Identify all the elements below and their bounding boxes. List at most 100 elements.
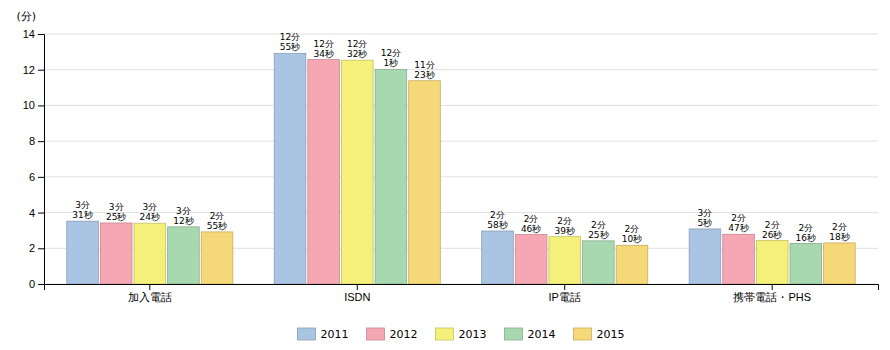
bar bbox=[549, 237, 581, 284]
bar bbox=[756, 241, 788, 284]
chart: 02468101214加入電話ISDNIP電話携帯電話・PHS3分31秒12分5… bbox=[0, 0, 890, 350]
x-tick-label: 携帯電話・PHS bbox=[733, 291, 811, 303]
y-tick-mark bbox=[38, 284, 44, 285]
data-label: 2分55秒 bbox=[207, 211, 227, 231]
bar bbox=[616, 245, 648, 284]
data-label-line: 3分 bbox=[698, 208, 713, 218]
bar bbox=[515, 235, 547, 284]
y-tick-label: 2 bbox=[29, 242, 35, 254]
data-label-line: 2分 bbox=[524, 214, 539, 224]
bar bbox=[100, 223, 132, 284]
data-label-line: 12分 bbox=[381, 48, 401, 58]
data-label: 3分31秒 bbox=[72, 200, 92, 220]
x-tick: IP電話 bbox=[549, 284, 581, 303]
data-label: 2分46秒 bbox=[521, 214, 541, 234]
legend-label: 2015 bbox=[597, 328, 625, 341]
y-axis-line bbox=[38, 35, 45, 285]
data-label-line: 26秒 bbox=[762, 230, 782, 240]
x-tick: ISDN bbox=[344, 284, 370, 303]
y-tick: 12 bbox=[23, 64, 44, 76]
bar bbox=[274, 53, 306, 284]
bar bbox=[168, 227, 200, 284]
data-label-line: 2分 bbox=[832, 222, 847, 232]
data-label-line: 31秒 bbox=[72, 210, 92, 220]
data-label: 2分26秒 bbox=[762, 220, 782, 240]
y-tick-label: 8 bbox=[29, 135, 35, 147]
data-label-line: 18秒 bbox=[829, 232, 849, 242]
y-tick: 2 bbox=[29, 242, 44, 254]
data-label: 3分25秒 bbox=[106, 202, 126, 222]
grid-line bbox=[44, 34, 878, 35]
data-label-line: 25秒 bbox=[588, 230, 608, 240]
y-tick-label: 10 bbox=[23, 99, 35, 111]
x-axis-line bbox=[45, 285, 879, 291]
data-label: 2分47秒 bbox=[728, 213, 748, 233]
legend-item: 2014 bbox=[505, 328, 556, 341]
data-label-line: 55秒 bbox=[280, 42, 300, 52]
bar bbox=[341, 60, 373, 284]
legend-label: 2011 bbox=[321, 328, 349, 341]
grid bbox=[44, 34, 878, 284]
y-tick-mark bbox=[38, 141, 44, 142]
data-label: 2分16秒 bbox=[796, 223, 816, 243]
x-tick-label: ISDN bbox=[344, 291, 370, 303]
data-label-line: 2分 bbox=[210, 211, 225, 221]
plot: 02468101214加入電話ISDNIP電話携帯電話・PHS3分31秒12分5… bbox=[23, 28, 879, 303]
data-label-line: 3分 bbox=[176, 206, 191, 216]
data-label: 3分12秒 bbox=[173, 206, 193, 226]
grid-line bbox=[44, 141, 878, 142]
legend-item: 2015 bbox=[574, 328, 625, 341]
data-label-line: 2分 bbox=[490, 210, 505, 220]
grid-line bbox=[44, 212, 878, 213]
legend-item: 2011 bbox=[298, 328, 349, 341]
data-label-line: 2分 bbox=[557, 216, 572, 226]
y-tick-mark bbox=[38, 105, 44, 106]
data-label-line: 24秒 bbox=[140, 212, 160, 222]
data-label: 12分1秒 bbox=[381, 48, 401, 68]
grid-line bbox=[44, 176, 878, 177]
data-label: 2分10秒 bbox=[622, 224, 642, 244]
data-label: 2分39秒 bbox=[555, 216, 575, 236]
bar bbox=[308, 60, 340, 284]
data-label-line: 47秒 bbox=[728, 223, 748, 233]
bar bbox=[689, 229, 721, 284]
data-label-line: 2分 bbox=[765, 220, 780, 230]
y-tick: 4 bbox=[29, 207, 44, 219]
data-label: 11分23秒 bbox=[414, 60, 434, 80]
y-tick-label: 4 bbox=[29, 207, 35, 219]
data-label-line: 12分 bbox=[347, 39, 367, 49]
bar bbox=[583, 241, 615, 284]
bar bbox=[375, 69, 407, 284]
data-label-line: 34秒 bbox=[313, 49, 333, 59]
y-axis-title: (分) bbox=[16, 10, 36, 23]
data-label-line: 5秒 bbox=[698, 218, 713, 228]
data-label-line: 2分 bbox=[798, 223, 813, 233]
data-label-line: 12分 bbox=[313, 39, 333, 49]
x-tick-mark bbox=[772, 284, 773, 290]
legend-item: 2013 bbox=[436, 328, 487, 341]
data-label-line: 2分 bbox=[731, 213, 746, 223]
x-tick: 加入電話 bbox=[128, 284, 172, 303]
data-label-line: 1秒 bbox=[384, 58, 399, 68]
grid-line bbox=[44, 105, 878, 106]
y-tick-mark bbox=[38, 248, 44, 249]
bar bbox=[482, 231, 514, 284]
data-label-line: 32秒 bbox=[347, 49, 367, 59]
y-axis: 02468101214 bbox=[23, 28, 45, 290]
x-tick-mark bbox=[357, 284, 358, 290]
data-label-line: 2分 bbox=[591, 220, 606, 230]
data-label: 3分24秒 bbox=[140, 202, 160, 222]
data-label-line: 16秒 bbox=[796, 233, 816, 243]
data-label-line: 11分 bbox=[414, 60, 434, 70]
legend-item: 2012 bbox=[367, 328, 418, 341]
legend-swatch bbox=[367, 328, 385, 340]
legend-label: 2014 bbox=[528, 328, 556, 341]
legend: 2011 2012 2013 2014 2015 bbox=[298, 328, 625, 341]
data-label-line: 12秒 bbox=[173, 216, 193, 226]
data-label-line: 2分 bbox=[625, 224, 640, 234]
y-tick-mark bbox=[38, 70, 44, 71]
y-tick: 14 bbox=[23, 28, 44, 40]
y-tick: 10 bbox=[23, 99, 44, 111]
x-tick-label: IP電話 bbox=[549, 291, 581, 303]
data-label: 3分5秒 bbox=[698, 208, 713, 228]
